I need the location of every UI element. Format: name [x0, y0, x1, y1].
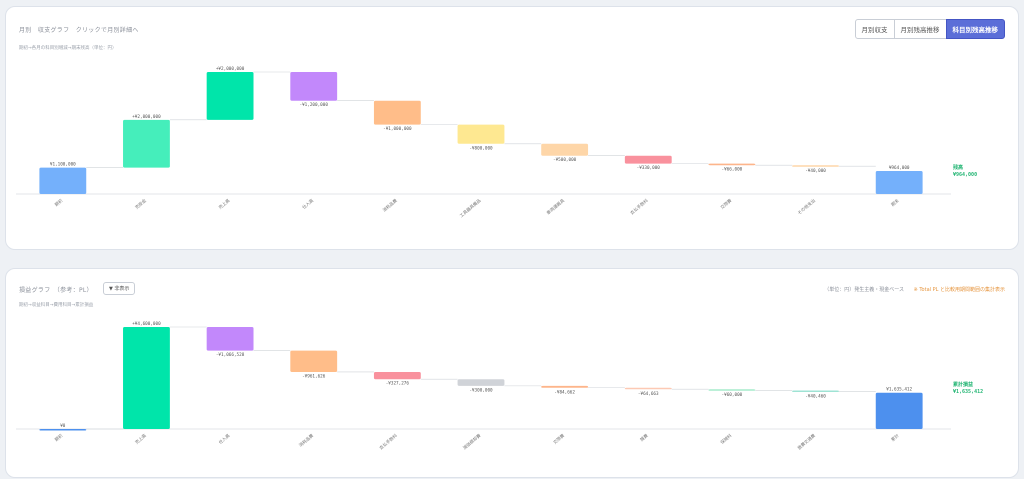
category-tick-label: 売掛金	[133, 197, 148, 211]
category-tick-label: 雑費	[638, 432, 650, 443]
waterfall-bar[interactable]	[373, 100, 421, 125]
category-tick-label: 交際費	[552, 432, 567, 446]
category-tick-label: 期初	[53, 432, 64, 443]
value-label: -¥300,000	[469, 387, 493, 393]
tab-account-balance[interactable]: 科目別残高推移	[945, 19, 1005, 39]
waterfall-bar[interactable]	[373, 371, 421, 380]
end-annotation-title: 残高	[953, 164, 963, 171]
category-tick-label: 期初	[53, 197, 64, 208]
value-label: -¥40,000	[805, 168, 826, 174]
category-tick-label: その他支出	[796, 197, 817, 216]
value-label: -¥500,000	[553, 157, 577, 163]
card-subtitle: 期初→各月の科目別増減→期末残高（単位：円）	[19, 46, 117, 51]
value-label: +¥4,600,000	[132, 321, 161, 327]
card-title[interactable]: 月別 収支グラフ クリックで月別詳細へ	[19, 27, 139, 34]
view-toggle: 月別収支 月別残高推移 科目別残高推移	[854, 19, 1005, 39]
category-tick-label: 売上高	[217, 197, 232, 211]
waterfall-bar[interactable]	[541, 385, 589, 388]
value-label: -¥40,460	[805, 394, 826, 400]
value-label: +¥2,000,000	[216, 66, 245, 72]
waterfall-bar[interactable]	[206, 72, 254, 120]
category-tick-label: 工具器具備品	[458, 197, 482, 219]
value-label: -¥330,000	[637, 165, 661, 171]
end-annotation-value: ¥964,000	[953, 172, 977, 178]
category-tick-label: 保険料	[719, 432, 734, 446]
value-label: -¥1,066,528	[216, 352, 245, 358]
waterfall-bar[interactable]	[206, 327, 254, 351]
waterfall-bar[interactable]	[457, 379, 505, 386]
warning-note: ※ Total PL と比較用期間範囲の集計表示	[913, 287, 1005, 293]
category-tick-label: 仕入高	[217, 432, 232, 446]
end-annotation-value: ¥1,635,412	[953, 389, 983, 395]
value-label: -¥64,663	[638, 391, 659, 397]
category-tick-label: 仕入高	[301, 197, 316, 211]
unit-note: （単位：円）発生主義・現金ベース	[824, 287, 904, 293]
end-annotation-title: 累計損益	[953, 381, 973, 388]
waterfall-bar[interactable]	[123, 327, 170, 429]
waterfall-bar[interactable]	[457, 124, 505, 144]
waterfall-bar[interactable]	[290, 72, 338, 101]
waterfall-bar[interactable]	[875, 170, 923, 194]
waterfall-chart-pl: ¥0 期初 +¥4,600,000 売上高 -¥1,066,528 仕入高 -¥961,62…	[16, 321, 983, 452]
value-label: ¥0	[60, 423, 66, 429]
waterfall-bar[interactable]	[39, 167, 87, 194]
waterfall-bar[interactable]	[875, 392, 923, 429]
category-tick-label: 消耗品費	[297, 432, 315, 449]
pl-chart-card: 損益グラフ （参考：PL） ▼ 非表示 （単位：円）発生主義・現金ベース ※ T…	[5, 268, 1019, 478]
value-label: ¥1,635,412	[886, 387, 912, 393]
waterfall-bar[interactable]	[708, 163, 756, 166]
waterfall-bar[interactable]	[39, 429, 87, 431]
value-label: -¥327,276	[386, 381, 410, 387]
waterfall-bar[interactable]	[708, 389, 756, 391]
waterfall-bar[interactable]	[541, 143, 589, 156]
category-tick-label: 消耗品費	[381, 197, 399, 214]
card-subtitle: 期初→収益科目→費用科目→累計損益	[19, 303, 94, 308]
waterfall-bar[interactable]	[792, 165, 839, 167]
category-tick-label: 旅費交通費	[796, 432, 817, 452]
category-tick-label: 累計	[889, 432, 901, 443]
value-label: -¥66,000	[722, 167, 743, 173]
value-label: -¥800,000	[469, 145, 493, 151]
waterfall-chart-balance: ¥1,100,000 期初 +¥2,000,000 売掛金 +¥2,000,000 売上高…	[16, 66, 977, 219]
waterfall-bar[interactable]	[624, 387, 672, 390]
value-label: -¥84,662	[554, 389, 575, 395]
category-tick-label: 支払手数料	[378, 432, 399, 452]
hide-button[interactable]: ▼ 非表示	[103, 282, 136, 295]
value-label: -¥1,200,000	[299, 102, 328, 108]
category-tick-label: 支払手数料	[629, 197, 650, 217]
balance-chart-card: 月別 収支グラフ クリックで月別詳細へ 期初→各月の科目別増減→期末残高（単位：…	[5, 6, 1019, 250]
value-label: +¥2,000,000	[132, 114, 161, 120]
waterfall-bar[interactable]	[290, 350, 338, 372]
value-label: ¥964,000	[889, 165, 910, 171]
category-tick-label: 売上高	[133, 432, 148, 446]
category-tick-label: 車両運搬具	[545, 197, 566, 217]
value-label: -¥60,000	[722, 392, 743, 398]
waterfall-bar[interactable]	[792, 390, 839, 393]
value-label: ¥1,100,000	[50, 162, 76, 168]
category-tick-label: 減価償却費	[461, 432, 482, 452]
category-tick-label: 交際費	[719, 197, 734, 211]
card-title: 損益グラフ （参考：PL）	[19, 287, 93, 294]
value-label: -¥961,626	[302, 373, 326, 379]
waterfall-bar[interactable]	[123, 119, 170, 168]
tab-monthly-income[interactable]: 月別収支	[854, 19, 895, 39]
value-label: -¥1,000,000	[383, 126, 412, 132]
category-tick-label: 期末	[889, 197, 901, 208]
waterfall-bar[interactable]	[624, 155, 672, 164]
